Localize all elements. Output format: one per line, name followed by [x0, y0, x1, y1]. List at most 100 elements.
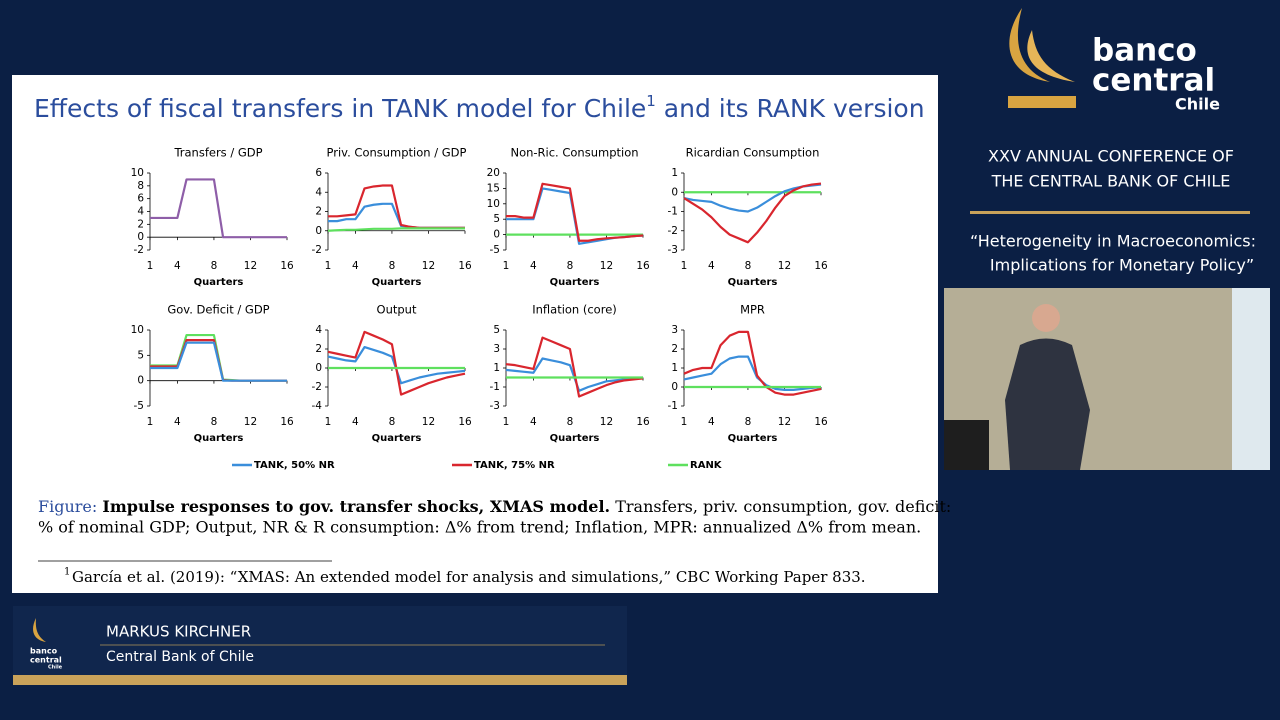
y-tick-label: 6: [315, 167, 322, 179]
title-sup: 1: [646, 92, 656, 110]
y-tick-label: 0: [493, 229, 500, 241]
x-tick-label: 1: [325, 260, 332, 272]
x-axis-label: Quarters: [550, 277, 600, 288]
conference-title: XXV ANNUAL CONFERENCE OF: [988, 147, 1234, 166]
y-tick-label: 0: [137, 375, 144, 387]
y-tick-label: 0: [137, 231, 144, 243]
y-tick-label: 0: [315, 225, 322, 237]
logo-bar: [1008, 96, 1076, 108]
series-line: [150, 178, 287, 239]
series-line: [505, 336, 644, 398]
x-tick-label: 1: [503, 260, 510, 272]
chart: Priv. Consumption / GDP -2 0 2 4 6 1 4 8 12 16 Quar…: [312, 146, 472, 289]
series-line: [506, 182, 644, 242]
series-line: [150, 341, 287, 382]
y-tick-label: 2: [315, 206, 322, 218]
brand-word: central: [1092, 63, 1215, 99]
x-tick-label: 4: [708, 260, 715, 272]
y-tick-label: 1: [671, 167, 678, 179]
caption-text: % of nominal GDP; Output, NR & R consump…: [38, 518, 921, 537]
y-tick-label: 2: [671, 343, 678, 355]
x-tick-label: 12: [600, 416, 613, 428]
y-tick-label: -2: [668, 225, 678, 237]
x-tick-label: 4: [708, 416, 715, 428]
x-tick-label: 8: [567, 260, 574, 272]
y-tick-label: -5: [490, 244, 500, 256]
video-screen: [1232, 288, 1270, 470]
series-line: [683, 330, 822, 396]
lectern: [944, 420, 989, 470]
x-tick-label: 4: [530, 260, 537, 272]
speaker-body: [1005, 338, 1090, 470]
chart-title: Priv. Consumption / GDP: [327, 146, 467, 160]
y-tick-label: -1: [668, 206, 678, 218]
x-tick-label: 8: [389, 260, 396, 272]
y-tick-label: 3: [493, 343, 500, 355]
brand-logo: banco central Chile: [1008, 8, 1220, 114]
x-tick-label: 12: [244, 260, 257, 272]
x-tick-label: 16: [636, 416, 650, 428]
legend: TANK, 50% NR TANK, 75% NR RANK: [232, 460, 723, 471]
name-box: [13, 606, 627, 676]
footnote-mark: 1: [64, 567, 70, 578]
y-tick-label: 10: [131, 324, 144, 336]
caption: Figure: Impulse responses to gov. transf…: [38, 497, 951, 516]
x-axis-label: Quarters: [194, 433, 244, 444]
y-tick-label: -1: [490, 381, 500, 393]
y-tick-label: -5: [134, 400, 144, 412]
y-tick-label: -2: [134, 244, 144, 256]
x-tick-label: 4: [352, 260, 359, 272]
caption-bold: Impulse responses to gov. transfer shock…: [102, 497, 610, 516]
y-tick-label: 1: [493, 362, 500, 374]
logo-swoosh: [1009, 8, 1050, 82]
y-tick-label: 4: [315, 324, 322, 336]
chart: Ricardian Consumption -3 -2 -1 0 1 1 4 8 12 16 Quar…: [668, 146, 828, 289]
x-tick-label: 1: [325, 416, 332, 428]
mini-brand: central: [30, 656, 62, 665]
y-tick-label: -4: [312, 400, 323, 412]
chart-title: Transfers / GDP: [173, 146, 262, 160]
x-tick-label: 1: [681, 416, 688, 428]
x-tick-label: 1: [147, 260, 154, 272]
speaker-head: [1032, 304, 1060, 332]
x-tick-label: 16: [814, 416, 828, 428]
y-tick-label: -2: [312, 244, 322, 256]
chart-title: Inflation (core): [532, 303, 617, 317]
x-tick-label: 16: [280, 416, 294, 428]
slide-title: Effects of fiscal transfers in TANK mode…: [34, 92, 925, 124]
y-tick-label: 15: [487, 182, 500, 194]
x-tick-label: 8: [745, 260, 752, 272]
y-tick-label: 6: [137, 193, 144, 205]
y-tick-label: 5: [493, 324, 500, 336]
x-tick-label: 8: [745, 416, 752, 428]
chart-title: Ricardian Consumption: [686, 146, 820, 160]
y-tick-label: 0: [671, 186, 678, 198]
y-tick-label: 1: [671, 362, 678, 374]
y-tick-label: 0: [671, 381, 678, 393]
footnote: García et al. (2019): “XMAS: An extended…: [72, 568, 866, 586]
x-axis-label: Quarters: [728, 433, 778, 444]
x-tick-label: 16: [458, 416, 472, 428]
chart: Gov. Deficit / GDP -5 0 5 10 1 4 8 12 16 Quarters: [131, 303, 294, 445]
x-tick-label: 16: [458, 260, 472, 272]
legend-label: TANK, 75% NR: [474, 460, 555, 471]
y-tick-label: 10: [487, 198, 500, 210]
series-line: [327, 227, 465, 232]
y-tick-label: -2: [312, 381, 322, 393]
y-tick-label: -3: [490, 400, 500, 412]
theme-title: “Heterogeneity in Macroeconomics:: [970, 232, 1256, 251]
x-tick-label: 8: [211, 260, 218, 272]
x-tick-label: 12: [778, 260, 791, 272]
x-tick-label: 4: [174, 416, 181, 428]
mini-logo: [33, 618, 46, 642]
y-tick-label: 0: [315, 362, 322, 374]
y-tick-label: 20: [487, 167, 500, 179]
series-line: [683, 182, 822, 244]
x-tick-label: 12: [600, 260, 613, 272]
video-frame: [944, 288, 1234, 470]
y-tick-label: 10: [131, 167, 144, 179]
x-tick-label: 12: [422, 416, 435, 428]
